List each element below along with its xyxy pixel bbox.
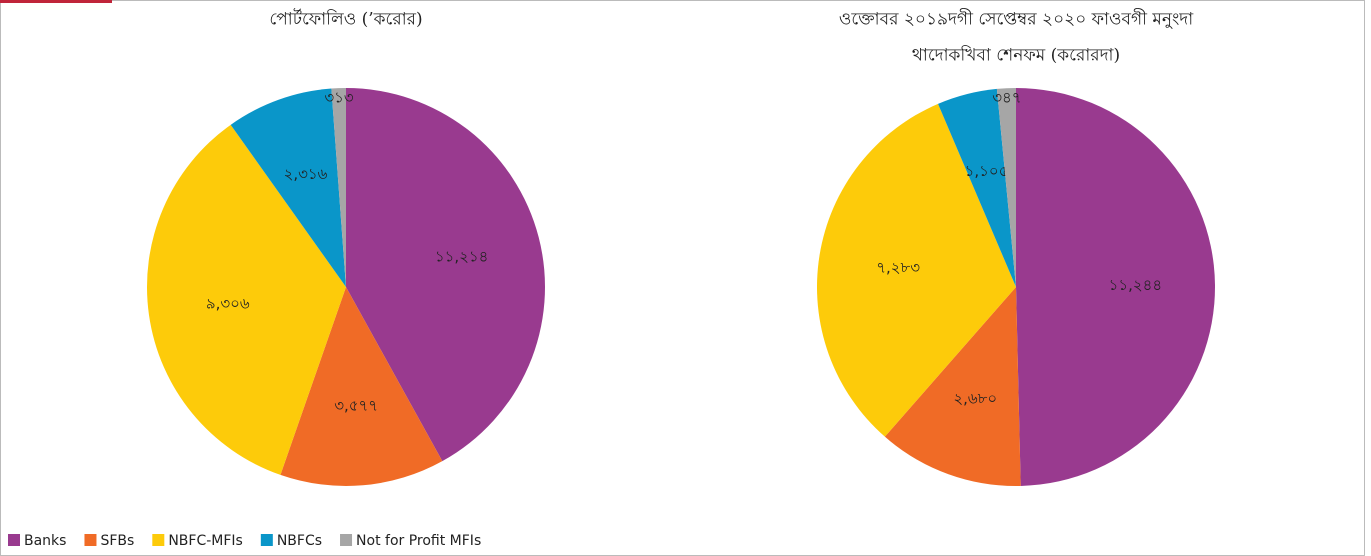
pie-slice <box>230 88 346 287</box>
chart-title: পোর্টফোলিও (’করোর) <box>269 9 422 30</box>
pie-slice <box>346 88 546 462</box>
legend-label: Banks <box>24 533 66 549</box>
data-label: ৯,৩০৬ <box>206 294 250 312</box>
legend-label: SFBs <box>100 533 134 549</box>
pie-slice <box>280 287 443 486</box>
pie-slice <box>331 88 346 287</box>
chart-title: ওক্তোবর ২০১৯দগী সেপ্তেম্বর ২০২০ ফাওবগী ম… <box>839 9 1194 30</box>
legend-label: NBFC-MFIs <box>168 533 243 549</box>
chart-title: থাদোকখিবা শেনফম (করোরদা) <box>912 45 1120 66</box>
data-label: ২,৩১৬ <box>284 165 328 183</box>
pie-slice <box>938 88 1016 287</box>
data-label: ৭,২৮৩ <box>876 259 920 277</box>
pie-slice <box>816 103 1016 437</box>
legend-swatch <box>152 534 165 546</box>
legend-swatch <box>84 534 97 546</box>
legend-swatch <box>340 534 353 546</box>
pie-slice <box>147 124 346 475</box>
data-label: ১,১০৫ <box>965 162 1009 180</box>
legend-swatch <box>8 534 20 546</box>
pie-slice <box>1016 88 1215 486</box>
data-label: ২,৬৮০ <box>953 390 997 408</box>
legend-label: Not for Profit MFIs <box>356 533 481 549</box>
legend-swatch <box>260 534 273 546</box>
data-label: ৩,৫৭৭ <box>334 396 378 414</box>
data-label: ৩১৩ <box>324 89 353 107</box>
legend-label: NBFCs <box>277 533 322 549</box>
data-label: ৩৪৭ <box>992 89 1021 107</box>
accent <box>0 0 112 3</box>
pie-slice <box>996 88 1016 287</box>
data-label: ১১,২৪৪ <box>1109 276 1162 294</box>
data-label: ১১,২১৪ <box>435 248 488 266</box>
pie-slice <box>884 287 1021 486</box>
